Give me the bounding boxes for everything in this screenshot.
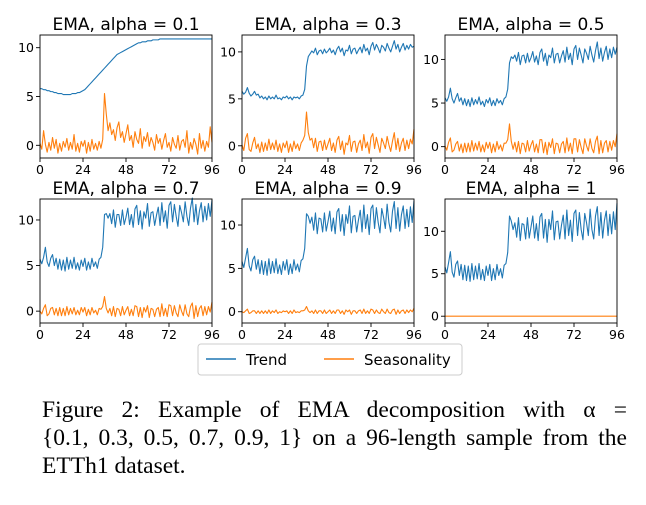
- y-tick-label: 5: [431, 96, 439, 111]
- subplot-4: EMA, alpha = 0.7 0 24 48 72 96 0 5 10: [18, 179, 220, 342]
- y-tick-label: 10: [18, 40, 34, 55]
- y-tick-label: 10: [220, 218, 236, 233]
- x-tick-label: 0: [36, 162, 44, 177]
- subplot-2: EMA, alpha = 0.3 0 24 48 72 96 0 5 10: [220, 15, 422, 177]
- subplot-title: EMA, alpha = 0.7: [52, 179, 199, 199]
- figure-caption: Figure 2: Example of EMA decomposition w…: [42, 396, 627, 480]
- y-tick-label: 0: [431, 309, 439, 324]
- seasonality-line: [39, 296, 213, 319]
- y-tick-label: 5: [26, 258, 34, 273]
- y-tick-label: 0: [26, 304, 34, 319]
- subplot-1: EMA, alpha = 0.1 0 24 48 72 96 0 5 10: [18, 15, 220, 177]
- trend-line: [444, 41, 618, 108]
- x-tick-label: 72: [363, 162, 379, 177]
- x-tick-label: 48: [320, 327, 336, 342]
- y-tick-label: 5: [228, 91, 236, 106]
- y-tick-label: 10: [423, 224, 439, 239]
- x-tick-label: 96: [204, 327, 220, 342]
- x-tick-label: 72: [566, 162, 582, 177]
- x-tick-label: 0: [238, 327, 246, 342]
- x-tick-label: 48: [118, 327, 134, 342]
- y-tick-label: 0: [228, 138, 236, 153]
- y-tick-label: 5: [431, 266, 439, 281]
- y-tick-label: 10: [18, 212, 34, 227]
- x-tick-label: 24: [480, 327, 496, 342]
- y-tick-label: 10: [220, 44, 236, 59]
- seasonality-line: [241, 305, 415, 315]
- x-tick-label: 48: [118, 162, 134, 177]
- x-tick-label: 24: [75, 327, 91, 342]
- x-tick-label: 96: [609, 162, 625, 177]
- x-tick-label: 96: [406, 162, 422, 177]
- x-tick-label: 48: [320, 162, 336, 177]
- x-tick-label: 24: [277, 327, 293, 342]
- seasonality-line: [444, 123, 618, 156]
- trend-line: [241, 40, 415, 101]
- legend-trend-label: Trend: [245, 351, 287, 369]
- x-tick-label: 0: [36, 327, 44, 342]
- y-tick-label: 0: [228, 304, 236, 319]
- x-tick-label: 0: [238, 162, 246, 177]
- subplot-5: EMA, alpha = 0.9 0 24 48 72 96 0 5 10: [220, 179, 422, 342]
- x-tick-label: 72: [566, 327, 582, 342]
- seasonality-line: [241, 111, 415, 155]
- x-tick-label: 72: [161, 162, 177, 177]
- trend-line: [444, 203, 618, 282]
- y-tick-label: 5: [26, 89, 34, 104]
- subplot-title: EMA, alpha = 0.5: [457, 15, 604, 35]
- x-tick-label: 96: [406, 327, 422, 342]
- x-tick-label: 24: [277, 162, 293, 177]
- subplot-title: EMA, alpha = 0.1: [52, 15, 199, 35]
- trend-line: [241, 200, 415, 276]
- x-tick-label: 48: [523, 162, 539, 177]
- subplot-3: EMA, alpha = 0.5 0 24 48 72 96 0 5 10: [423, 15, 625, 177]
- x-tick-label: 72: [363, 327, 379, 342]
- seasonality-line: [39, 93, 213, 155]
- legend: Trend Seasonality: [197, 343, 463, 376]
- trend-line: [40, 38, 212, 96]
- caption-line-1: Figure 2: Example of EMA decomposition w…: [42, 397, 627, 423]
- y-tick-label: 0: [26, 138, 34, 153]
- caption-line-3: ETTh1 dataset.: [42, 453, 186, 479]
- caption-line-2: {0.1, 0.3, 0.5, 0.7, 0.9, 1} on a 96-len…: [42, 425, 627, 451]
- x-tick-label: 96: [204, 162, 220, 177]
- y-tick-label: 0: [431, 139, 439, 154]
- x-tick-label: 96: [609, 327, 625, 342]
- x-tick-label: 0: [441, 162, 449, 177]
- subplot-title: EMA, alpha = 0.3: [254, 15, 401, 35]
- y-tick-label: 5: [228, 261, 236, 276]
- x-tick-label: 24: [75, 162, 91, 177]
- legend-seasonality-label: Seasonality: [364, 351, 451, 369]
- x-tick-label: 48: [523, 327, 539, 342]
- subplot-6: EMA, alpha = 1 0 24 48 72 96 0 5 10: [423, 179, 625, 342]
- x-tick-label: 0: [441, 327, 449, 342]
- y-tick-label: 10: [423, 52, 439, 67]
- x-tick-label: 24: [480, 162, 496, 177]
- trend-line: [39, 197, 213, 272]
- subplot-title: EMA, alpha = 0.9: [254, 179, 401, 199]
- subplot-title: EMA, alpha = 1: [466, 179, 597, 199]
- x-tick-label: 72: [161, 327, 177, 342]
